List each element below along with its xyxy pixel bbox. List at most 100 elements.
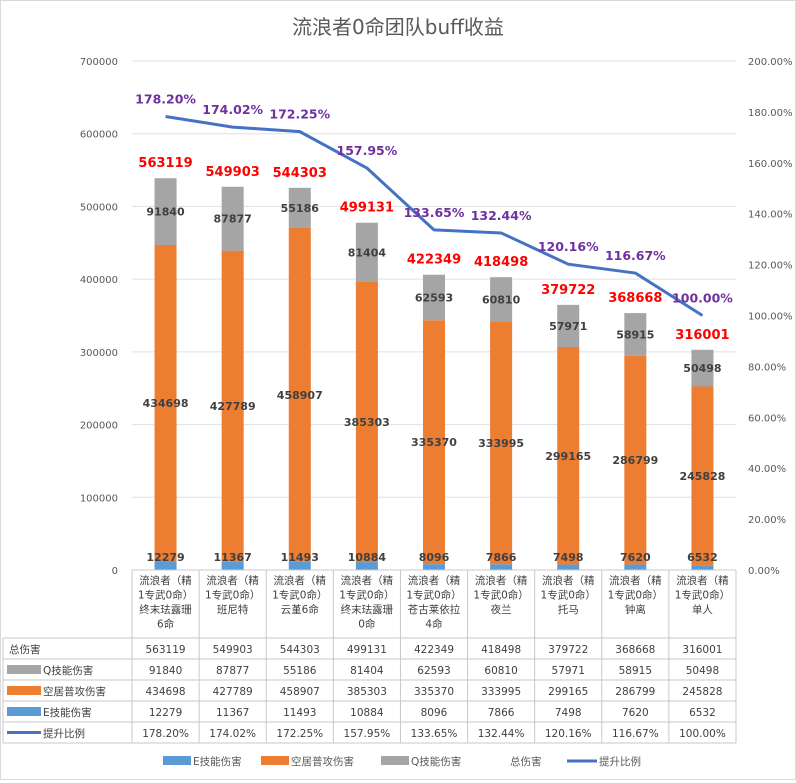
label-q-skill: 50498 — [683, 362, 721, 375]
label-total: 563119 — [138, 156, 192, 171]
table-cell: 316001 — [682, 644, 722, 656]
table-row-header: 总伤害 — [9, 643, 41, 656]
table-cell: 81404 — [350, 665, 384, 677]
category-label: 流浪者（精 1专武0命）苍古莱依拉 4命 — [406, 574, 461, 631]
legend-swatch — [163, 756, 191, 765]
bar-q-skill — [557, 304, 580, 348]
y2-tick-label: 60.00% — [748, 413, 786, 424]
y2-tick-label: 200.00% — [748, 57, 793, 68]
label-ratio: 133.65% — [404, 205, 465, 220]
table-cell: 60810 — [484, 665, 517, 677]
table-cell: 62593 — [417, 665, 450, 677]
table-cell: 11367 — [216, 707, 249, 719]
table-cell: 549903 — [213, 644, 253, 656]
y2-tick-label: 20.00% — [748, 515, 786, 526]
ratio-line — [165, 114, 704, 317]
table-row-header: Q技能伤害 — [43, 664, 93, 677]
category-label-line: 班尼特 — [217, 604, 249, 616]
legend-label: E技能伤害 — [193, 755, 242, 768]
label-normal-attack: 333995 — [478, 437, 524, 450]
y-tick-label: 400000 — [80, 275, 118, 286]
label-e-skill: 7866 — [486, 551, 517, 564]
category-label-line: 1专武0命） — [205, 589, 260, 602]
y2-tick-label: 80.00% — [748, 362, 786, 373]
y2-tick-label: 140.00% — [748, 210, 793, 221]
label-q-skill: 57971 — [549, 320, 587, 333]
label-e-skill: 7620 — [620, 551, 651, 564]
category-label-line: 流浪者（精 — [408, 574, 461, 587]
bar-normal-attack — [355, 281, 378, 563]
label-q-skill: 58915 — [616, 328, 654, 341]
bar-e-skill — [423, 564, 445, 570]
label-q-skill: 60810 — [482, 293, 521, 306]
bar-e-skill — [557, 564, 580, 570]
table-cell: 563119 — [146, 644, 186, 656]
label-q-skill: 62593 — [415, 291, 453, 304]
bar-e-skill — [691, 565, 714, 570]
y2-tick-label: 120.00% — [748, 261, 793, 272]
label-ratio: 100.00% — [672, 291, 733, 306]
category-label-line: 流浪者（精 — [206, 574, 259, 587]
bar-normal-attack — [691, 386, 714, 566]
bar-q-skill — [288, 187, 311, 228]
table-cell: 7866 — [488, 707, 515, 719]
category-label: 流浪者（精 1专武0命） 单人 — [675, 574, 730, 616]
table-key-swatch — [7, 686, 41, 695]
table-row-header: 提升比例 — [43, 727, 85, 740]
legend-swatch — [381, 756, 409, 765]
label-total: 422349 — [407, 253, 461, 268]
table-cell: 7498 — [555, 707, 582, 719]
label-q-skill: 91840 — [146, 206, 185, 219]
category-label-line: 0命 — [358, 618, 376, 631]
table-row-header: E技能伤害 — [43, 706, 92, 719]
table-cell: 178.20% — [142, 728, 189, 740]
y-tick-label: 700000 — [80, 57, 118, 68]
bar-e-skill — [490, 564, 513, 570]
category-label-line: 4命 — [425, 618, 443, 631]
y-axis-ticks: 0 100000 200000 300000 400000 500000 600000 700… — [80, 57, 118, 577]
table-key-swatch — [7, 665, 41, 674]
category-label: 流浪者（精 1专武0命）终末珐露珊 0命 — [339, 574, 394, 631]
bar-q-skill — [490, 277, 513, 322]
bar-normal-attack — [288, 227, 311, 562]
label-total: 379722 — [541, 283, 595, 298]
label-e-skill: 10884 — [348, 551, 387, 564]
category-label: 流浪者（精 1专武0命）夜兰 — [473, 574, 528, 616]
table-cell: 379722 — [548, 644, 588, 656]
table-cell: 57971 — [552, 665, 585, 677]
table-cell: 418498 — [481, 644, 521, 656]
bar-normal-attack — [423, 320, 445, 565]
table-cell: 172.25% — [276, 728, 323, 740]
bar-e-skill — [154, 561, 177, 570]
category-label-line: 1专武0命） — [675, 589, 730, 602]
table-cell: 157.95% — [344, 728, 391, 740]
table-cell: 427789 — [213, 686, 253, 698]
y2-tick-label: 160.00% — [748, 159, 793, 170]
bars — [154, 178, 714, 570]
label-e-skill: 6532 — [687, 551, 718, 564]
label-normal-attack: 335370 — [411, 436, 457, 449]
bar-normal-attack — [221, 250, 244, 562]
legend-swatch — [261, 756, 289, 765]
bar-q-skill — [423, 274, 445, 321]
category-label: 流浪者（精 1专武0命）终末珐露珊 6命 — [138, 574, 193, 631]
legend-label: 总伤害 — [510, 755, 542, 768]
category-label: 流浪者（精 1专武0命）云堇6命 — [272, 574, 327, 616]
bar-e-skill — [288, 561, 311, 570]
label-ratio: 132.44% — [471, 208, 532, 223]
category-label-line: 流浪者（精 — [542, 574, 595, 587]
legend: E技能伤害 空居普攻伤害 Q技能伤害 总伤害 提升比例 — [163, 755, 641, 768]
label-total: 549903 — [206, 165, 260, 180]
label-total: 544303 — [273, 166, 327, 181]
category-label-line: 流浪者（精 — [341, 574, 394, 587]
category-label: 流浪者（精 1专武0命） 班尼特 — [205, 574, 260, 616]
category-label-line: 单人 — [692, 604, 713, 616]
y-tick-label: 200000 — [80, 421, 118, 432]
table-cell: 120.16% — [545, 728, 592, 740]
category-label-line: 流浪者（精 — [609, 574, 662, 587]
table-cell: 286799 — [615, 686, 655, 698]
category-label-line: 1专武0命） — [138, 589, 193, 602]
